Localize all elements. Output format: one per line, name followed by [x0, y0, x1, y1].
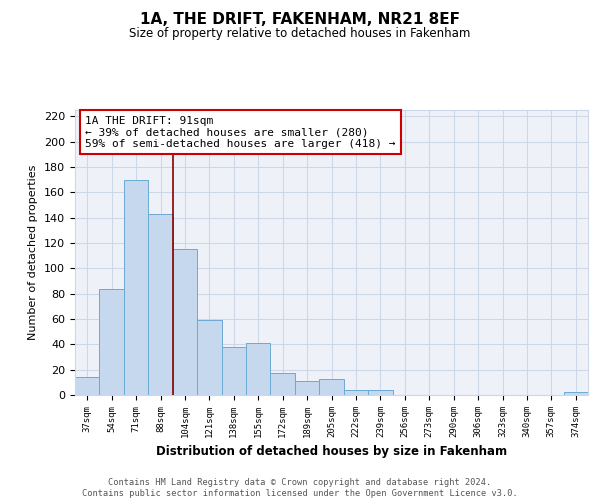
Bar: [344, 390, 368, 395]
Bar: [563, 392, 588, 395]
Bar: [246, 343, 271, 395]
Bar: [368, 390, 392, 395]
Text: 1A THE DRIFT: 91sqm
← 39% of detached houses are smaller (280)
59% of semi-detac: 1A THE DRIFT: 91sqm ← 39% of detached ho…: [85, 116, 396, 149]
X-axis label: Distribution of detached houses by size in Fakenham: Distribution of detached houses by size …: [156, 446, 507, 458]
Bar: [173, 250, 197, 395]
Text: Contains HM Land Registry data © Crown copyright and database right 2024.
Contai: Contains HM Land Registry data © Crown c…: [82, 478, 518, 498]
Bar: [295, 381, 319, 395]
Bar: [100, 288, 124, 395]
Y-axis label: Number of detached properties: Number of detached properties: [28, 165, 38, 340]
Text: Size of property relative to detached houses in Fakenham: Size of property relative to detached ho…: [130, 28, 470, 40]
Bar: [75, 378, 100, 395]
Bar: [148, 214, 173, 395]
Bar: [221, 347, 246, 395]
Text: 1A, THE DRIFT, FAKENHAM, NR21 8EF: 1A, THE DRIFT, FAKENHAM, NR21 8EF: [140, 12, 460, 28]
Bar: [124, 180, 148, 395]
Bar: [197, 320, 221, 395]
Bar: [271, 374, 295, 395]
Bar: [319, 378, 344, 395]
